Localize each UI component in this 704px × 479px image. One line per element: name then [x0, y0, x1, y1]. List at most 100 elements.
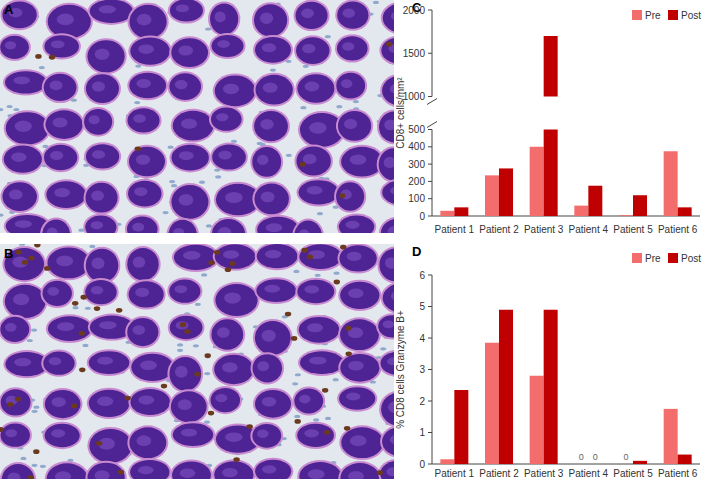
- acinus-light: [133, 114, 146, 123]
- acinus: [339, 215, 374, 233]
- y-tick-label: 0: [419, 459, 425, 470]
- nucleus: [19, 244, 25, 246]
- bar: [499, 168, 513, 216]
- acinus: [299, 244, 341, 269]
- acinus: [170, 0, 203, 22]
- bar: [454, 207, 468, 216]
- acinus: [214, 461, 253, 479]
- acinus-rim: [128, 458, 171, 479]
- acinus-rim: [295, 422, 336, 449]
- nucleus: [32, 410, 38, 413]
- acinus-light: [51, 429, 65, 437]
- cd8-cell: [300, 162, 306, 167]
- acinus-rim: [377, 246, 394, 283]
- acinus-light: [54, 188, 70, 197]
- acinus-rim: [166, 218, 199, 233]
- acinus-rim: [84, 142, 121, 170]
- nucleus: [295, 373, 301, 376]
- category-label: Patient 5: [613, 224, 653, 235]
- acinus-light: [175, 80, 188, 89]
- cd8-cell: [302, 248, 308, 253]
- panel-label: B: [4, 246, 13, 261]
- legend-swatch: [632, 253, 642, 263]
- acinus-rim: [380, 73, 394, 108]
- nucleus: [73, 306, 79, 309]
- acinus-rim: [253, 319, 293, 357]
- acinus: [296, 37, 329, 64]
- acinus-rim: [294, 0, 330, 31]
- acinus-light: [56, 255, 73, 266]
- acinus: [86, 74, 119, 103]
- nucleus: [31, 329, 37, 332]
- category-label: Patient 4: [569, 224, 609, 235]
- acinus: [128, 108, 160, 132]
- nucleus: [0, 108, 3, 111]
- nucleus: [206, 224, 212, 227]
- acinus: [48, 5, 91, 38]
- acinus-light: [388, 226, 394, 233]
- acinus: [254, 4, 287, 36]
- acinus-rim: [168, 314, 205, 341]
- acinus: [89, 429, 131, 463]
- acinus-light: [91, 286, 104, 294]
- bar: [485, 175, 499, 216]
- acinus: [339, 245, 376, 271]
- y-axis-title: % CD8 cells Granzyme B+: [395, 310, 406, 429]
- acinus: [299, 462, 341, 479]
- acinus-rim: [85, 461, 126, 479]
- acinus-rim: [210, 217, 247, 233]
- acinus-light: [298, 229, 309, 233]
- y-tick: [428, 432, 432, 433]
- data-label: 0: [579, 452, 584, 462]
- acinus-rim: [170, 143, 211, 173]
- acinus-light: [179, 194, 194, 206]
- acinus: [129, 147, 165, 177]
- acinus: [44, 35, 79, 57]
- y-tick-label: 5: [419, 301, 425, 312]
- acinus-light: [175, 366, 188, 378]
- acinus-rim: [170, 460, 213, 479]
- acinus: [0, 36, 29, 59]
- cd8-cell: [214, 250, 220, 255]
- cd8-cell: [205, 353, 211, 358]
- acinus-light: [95, 49, 110, 60]
- acinus-light: [5, 323, 17, 332]
- acinus-rim: [253, 35, 293, 65]
- cd8-cell: [345, 326, 351, 331]
- acinus: [1, 389, 31, 415]
- acinus: [171, 38, 208, 67]
- acinus-light: [133, 257, 146, 268]
- acinus-light: [7, 472, 20, 479]
- acinus: [381, 37, 394, 63]
- acinus: [128, 181, 161, 207]
- acinus-light: [218, 227, 231, 233]
- nucleus: [134, 101, 140, 104]
- nucleus: [325, 417, 331, 420]
- bar: [619, 464, 633, 465]
- acinus-rim: [213, 282, 259, 318]
- acinus-rim: [253, 458, 293, 479]
- acinus-light: [222, 362, 238, 372]
- panel-label: D: [412, 244, 421, 259]
- acinus: [341, 147, 383, 177]
- acinus: [2, 464, 35, 479]
- y-tick: [428, 181, 432, 182]
- acinus-rim: [250, 145, 283, 179]
- nucleus: [215, 175, 221, 178]
- nucleus: [286, 154, 292, 157]
- acinus-rim: [167, 355, 203, 393]
- acinus-light: [307, 323, 323, 332]
- acinus-light: [301, 9, 314, 19]
- micrograph: [0, 244, 394, 479]
- acinus-rim: [41, 279, 74, 308]
- acinus: [89, 351, 130, 374]
- y-tick-label: 400: [408, 141, 425, 152]
- acinus-light: [97, 397, 113, 407]
- y-tick: [428, 53, 432, 54]
- acinus-light: [57, 14, 74, 26]
- y-tick-label: 3: [419, 364, 425, 375]
- acinus-light: [180, 468, 196, 478]
- cd8-cell: [28, 256, 34, 261]
- y-tick-label: 500: [408, 124, 425, 135]
- acinus-rim: [335, 0, 370, 31]
